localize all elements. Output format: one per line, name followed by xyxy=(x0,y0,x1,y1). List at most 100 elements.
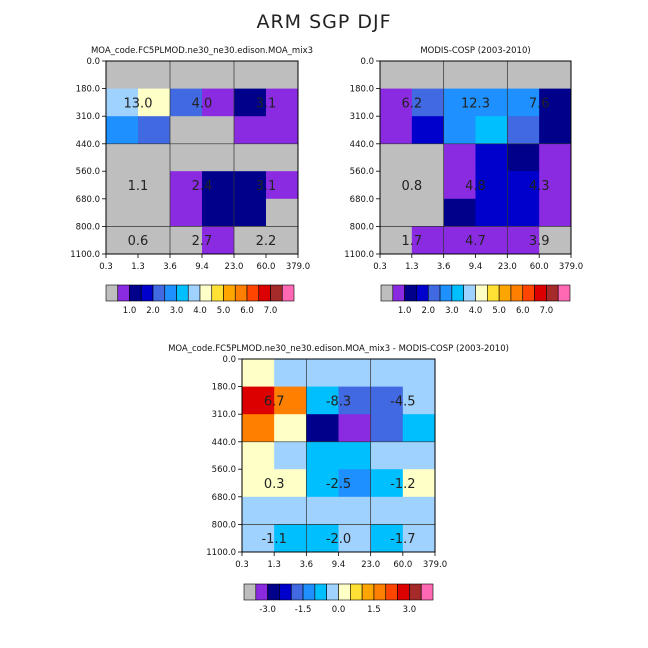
heatmap-cell xyxy=(242,469,275,498)
heatmap-cell xyxy=(507,198,540,227)
heatmap-cell xyxy=(443,143,476,172)
legend-swatch xyxy=(279,583,292,601)
cell-value-label: 6.2 xyxy=(401,96,422,111)
heatmap-cell xyxy=(202,116,235,145)
heatmap-cell xyxy=(138,226,171,255)
heatmap-cell xyxy=(306,469,339,498)
cell-value-label: -1.1 xyxy=(261,532,286,547)
page-title: ARM SGP DJF xyxy=(256,11,392,33)
heatmap-cell xyxy=(266,116,299,145)
heatmap-cell xyxy=(402,386,436,415)
legend-label: -1.5 xyxy=(295,605,312,615)
heatmap-cell xyxy=(411,226,445,255)
legend-swatch xyxy=(350,583,363,601)
legend-label: 2.0 xyxy=(421,306,435,316)
cell-value-label: -2.0 xyxy=(326,532,351,547)
cell-value-label: -1.7 xyxy=(390,532,415,547)
heatmap-cell xyxy=(411,143,445,172)
legend-label: 5.0 xyxy=(217,306,231,316)
x-tick-label: 3.6 xyxy=(437,262,451,272)
x-tick-label: 23.0 xyxy=(361,560,380,570)
legend-swatch xyxy=(385,583,398,601)
legend-swatch xyxy=(255,583,268,601)
heatmap-cell xyxy=(266,226,299,255)
heatmap-cell xyxy=(266,171,299,200)
heatmap-cell xyxy=(411,88,445,117)
legend-label: 2.0 xyxy=(146,306,160,316)
x-tick-label: 0.3 xyxy=(235,560,249,570)
heatmap-cell xyxy=(507,88,540,117)
cell-value-label: 0.3 xyxy=(264,477,285,492)
heatmap-cell xyxy=(306,359,339,387)
heatmap-cell xyxy=(306,441,339,470)
y-tick-label: 1100.0 xyxy=(206,548,236,558)
y-tick-label: 680.0 xyxy=(76,195,100,205)
cell-value-label: 3.1 xyxy=(256,96,277,111)
x-tick-label: 60.0 xyxy=(530,262,549,272)
heatmap-cell xyxy=(402,414,436,443)
y-tick-label: 0.0 xyxy=(360,57,374,67)
heatmap-cell xyxy=(411,61,445,89)
x-tick-label: 9.4 xyxy=(332,560,346,570)
cell-value-label: 1.7 xyxy=(401,234,422,249)
legend-label: 1.5 xyxy=(367,605,381,615)
cell-value-label: 7.6 xyxy=(529,96,550,111)
y-tick-label: 680.0 xyxy=(212,493,236,503)
heatmap-cell xyxy=(138,116,171,145)
heatmap-cell xyxy=(138,61,171,89)
heatmap-cell xyxy=(475,198,508,227)
heatmap-cell xyxy=(274,414,307,443)
heatmap-cell xyxy=(475,116,508,145)
x-tick-label: 379.0 xyxy=(423,560,447,570)
x-tick-label: 1.3 xyxy=(405,262,419,272)
heatmap-cell xyxy=(234,61,267,89)
heatmap-cell xyxy=(170,116,203,145)
cell-value-label: 0.8 xyxy=(401,179,422,194)
cell-value-label: 2.2 xyxy=(256,234,277,249)
heatmap-cell xyxy=(242,524,275,553)
cell-value-label: 1.1 xyxy=(128,179,149,194)
heatmap-cell xyxy=(370,469,404,498)
heatmap-cell xyxy=(507,61,540,89)
cell-value-label: 13.0 xyxy=(124,96,153,111)
x-tick-label: 379.0 xyxy=(559,262,583,272)
legend-swatch xyxy=(281,284,295,302)
heatmap-cell xyxy=(306,496,339,525)
heatmap-cell xyxy=(380,171,413,200)
legend-label: 1.0 xyxy=(123,306,137,316)
x-tick-label: 9.4 xyxy=(195,262,209,272)
heatmap-cell xyxy=(266,143,299,172)
heatmap-cell xyxy=(443,61,476,89)
heatmap-cell xyxy=(338,359,372,387)
x-tick-label: 3.6 xyxy=(163,262,177,272)
x-tick-label: 0.3 xyxy=(373,262,387,272)
heatmap-cell xyxy=(539,226,572,255)
heatmap-cell xyxy=(402,359,436,387)
heatmap-cell xyxy=(106,226,139,255)
heatmap-cell xyxy=(402,441,436,470)
heatmap-cell xyxy=(106,88,139,117)
legend-label: 3.0 xyxy=(403,605,417,615)
heatmap-cell xyxy=(475,61,508,89)
heatmap-cell xyxy=(170,88,203,117)
y-tick-label: 310.0 xyxy=(212,410,236,420)
heatmap-cell xyxy=(138,88,171,117)
heatmap-cell xyxy=(106,61,139,89)
heatmap-cell xyxy=(106,198,139,227)
y-tick-label: 180.0 xyxy=(350,85,374,95)
cell-value-label: -1.2 xyxy=(390,477,415,492)
heatmap-cell xyxy=(370,386,404,415)
legend-label: 3.0 xyxy=(445,306,459,316)
heatmap-cell xyxy=(380,226,413,255)
heatmap-cell xyxy=(242,496,275,525)
heatmap-cell xyxy=(539,88,572,117)
heatmap-cell xyxy=(170,171,203,200)
cell-value-label: -8.3 xyxy=(326,394,351,409)
panel-title: MOA_code.FC5PLMOD.ne30_ne30.edison.MOA_m… xyxy=(91,46,313,56)
legend-label: 6.0 xyxy=(240,306,254,316)
heatmap-cell xyxy=(234,226,267,255)
heatmap-cell xyxy=(274,441,307,470)
y-tick-label: 800.0 xyxy=(76,222,100,232)
x-tick-label: 23.0 xyxy=(225,262,244,272)
